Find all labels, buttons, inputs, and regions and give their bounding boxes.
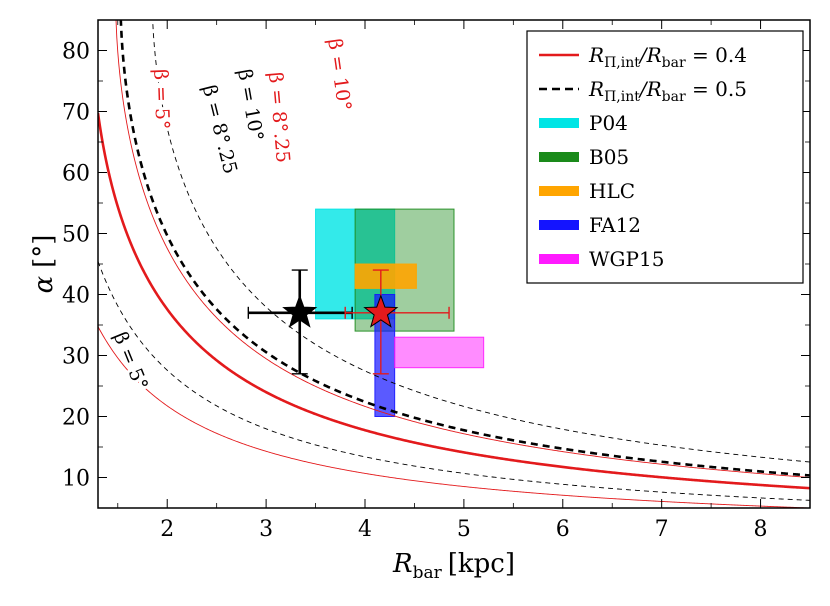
legend-label-6: WGP15 <box>589 247 664 271</box>
legend-label-5: FA12 <box>589 213 641 237</box>
legend-swatch-4 <box>539 186 579 196</box>
curve-ratio-0-5-beta-5 <box>98 261 810 501</box>
y-tick-label-30: 30 <box>62 345 90 370</box>
legend-label-3: B05 <box>589 145 629 169</box>
region-hlc <box>354 263 417 289</box>
legend-label-1: RΠ,int/Rbar = 0.5 <box>588 77 747 105</box>
y-tick-label-80: 80 <box>62 40 90 65</box>
legend: RΠ,int/Rbar = 0.4 RΠ,int/Rbar = 0.5 P04 B05… <box>526 30 804 284</box>
legend-swatch-3 <box>539 152 579 162</box>
plot-frame <box>97 19 811 509</box>
x-tick-label-6: 6 <box>556 517 570 542</box>
legend-label-4: HLC <box>589 179 635 203</box>
legend-label-2: P04 <box>589 111 628 135</box>
curve-label-1: β = 8°.25 <box>264 71 294 163</box>
regions-layer <box>315 208 485 417</box>
points-layer <box>247 269 450 375</box>
y-tick-label-70: 70 <box>62 101 90 126</box>
black-star <box>282 294 318 328</box>
legend-swatch-2 <box>539 118 579 128</box>
red-star <box>363 294 399 328</box>
y-tick-label-20: 20 <box>62 406 90 431</box>
curve-ratio-0-5-beta-8-25 <box>119 20 810 477</box>
x-tick-label-3: 3 <box>259 517 273 542</box>
x-tick-label-5: 5 <box>457 517 471 542</box>
x-tick-label-7: 7 <box>655 517 669 542</box>
y-tick-label-60: 60 <box>62 162 90 187</box>
y-tick-label-10: 10 <box>62 467 90 492</box>
region-wgp15 <box>394 336 485 369</box>
x-tick-label-8: 8 <box>754 517 768 542</box>
legend-swatch-5 <box>539 220 579 230</box>
curve-label-0: β = 5° <box>149 69 173 130</box>
legend-label-0: RΠ,int/Rbar = 0.4 <box>588 43 747 71</box>
curve-ratio-0-5-beta-10 <box>152 20 810 463</box>
y-axis-title: α[°] <box>29 235 59 294</box>
curve-ratio-0-4-beta-8-25 <box>98 112 810 490</box>
y-tick-label-50: 50 <box>62 223 90 248</box>
y-tick-label-40: 40 <box>62 284 90 309</box>
legend-swatch-6 <box>539 254 579 264</box>
x-tick-label-4: 4 <box>358 517 372 542</box>
red-star-group <box>344 269 450 375</box>
curves-layer <box>98 20 810 508</box>
curve-ratio-0-4-beta-10 <box>115 20 810 478</box>
curve-ratio-0-4-beta-5 <box>98 326 810 508</box>
x-axis-title: Rbar [kpc] <box>392 549 515 583</box>
x-tick-label-2: 2 <box>160 517 174 542</box>
